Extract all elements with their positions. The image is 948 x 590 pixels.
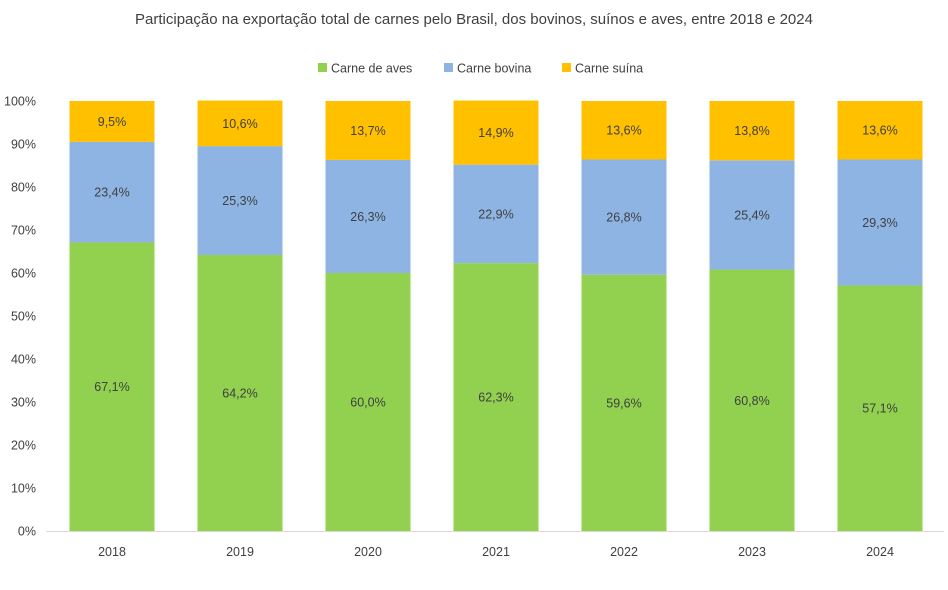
bar-segment	[453, 100, 539, 165]
data-label: 10,6%	[222, 117, 257, 131]
bar-segment	[325, 273, 411, 531]
legend-swatch	[562, 63, 571, 72]
x-tick-label: 2020	[354, 545, 382, 559]
data-label: 29,3%	[862, 216, 897, 230]
data-label: 59,6%	[606, 396, 641, 410]
y-tick-label: 20%	[11, 439, 36, 453]
legend-label: Carne suína	[575, 62, 643, 76]
data-label: 25,3%	[222, 194, 257, 208]
data-label: 57,1%	[862, 402, 897, 416]
bar-segment	[69, 101, 155, 142]
data-label: 60,8%	[734, 394, 769, 408]
bar-segment	[581, 159, 667, 275]
bar-segment	[197, 100, 283, 147]
data-label: 64,2%	[222, 386, 257, 400]
y-axis: 0% 10% 20% 30% 40% 50% 60% 70% 80% 90% 100%	[4, 95, 36, 539]
legend-swatch	[444, 63, 453, 72]
x-tick-label: 2024	[866, 545, 894, 559]
legend-label: Carne bovina	[457, 62, 531, 76]
x-axis: 2018 2019 2020 2021 2022 2023 2024	[46, 531, 944, 559]
bar-segment	[69, 141, 155, 243]
bar-segment	[197, 254, 283, 531]
legend-label: Carne de aves	[331, 62, 412, 76]
x-tick-label: 2021	[482, 545, 510, 559]
bar-segment	[453, 263, 539, 531]
data-label: 25,4%	[734, 208, 769, 222]
bars: 67,1% 23,4% 9,5% 64,2% 25,3% 10,6% 60,0% 26,3% 1…	[69, 100, 923, 531]
chart-title: Participação na exportação total de carn…	[135, 11, 813, 28]
data-label: 13,8%	[734, 124, 769, 138]
y-tick-label: 30%	[11, 396, 36, 410]
bar-segment	[837, 159, 923, 286]
data-label: 13,6%	[862, 124, 897, 138]
x-tick-label: 2022	[610, 545, 638, 559]
bar-segment	[325, 159, 411, 273]
bar-segment	[837, 101, 923, 160]
y-tick-label: 70%	[11, 224, 36, 238]
data-label: 9,5%	[98, 115, 127, 129]
bar-segment	[709, 160, 795, 270]
y-tick-label: 80%	[11, 181, 36, 195]
bar-segment	[453, 164, 539, 264]
y-tick-label: 100%	[4, 95, 36, 109]
legend-swatch	[318, 63, 327, 72]
bar-segment	[197, 146, 283, 255]
y-tick-label: 10%	[11, 482, 36, 496]
y-tick-label: 0%	[18, 525, 36, 539]
y-tick-label: 60%	[11, 267, 36, 281]
bar-segment	[69, 242, 155, 531]
y-tick-label: 40%	[11, 353, 36, 367]
bar-segment	[581, 101, 667, 160]
data-label: 14,9%	[478, 126, 513, 140]
bar-segment	[837, 285, 923, 531]
x-tick-label: 2023	[738, 545, 766, 559]
x-tick-label: 2018	[98, 545, 126, 559]
data-label: 67,1%	[94, 380, 129, 394]
data-label: 22,9%	[478, 207, 513, 221]
data-label: 23,4%	[94, 186, 129, 200]
data-label: 60,0%	[350, 396, 385, 410]
bar-segment	[581, 274, 667, 531]
data-label: 26,8%	[606, 211, 641, 225]
bar-segment	[709, 101, 795, 161]
data-label: 13,7%	[350, 124, 385, 138]
bar-segment	[709, 269, 795, 531]
legend: Carne de aves Carne bovina Carne suína	[318, 62, 643, 76]
bar-segment	[325, 101, 411, 160]
y-tick-label: 90%	[11, 138, 36, 152]
x-tick-label: 2019	[226, 545, 254, 559]
y-tick-label: 50%	[11, 310, 36, 324]
data-label: 62,3%	[478, 391, 513, 405]
data-label: 13,6%	[606, 124, 641, 138]
data-label: 26,3%	[350, 210, 385, 224]
